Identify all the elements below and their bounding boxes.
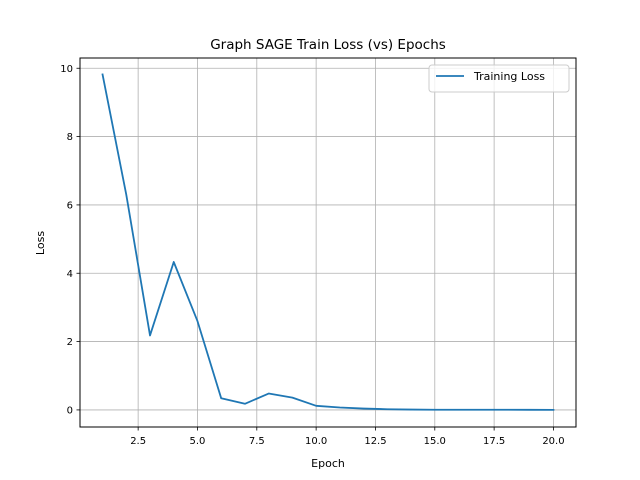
x-tick-label: 17.5: [483, 436, 505, 447]
plot-frame: [79, 57, 577, 428]
x-axis-label: Epoch: [311, 457, 345, 470]
x-tick-label: 12.5: [364, 436, 386, 447]
x-tick-label: 7.5: [249, 436, 265, 447]
x-tick-label: 2.5: [130, 436, 146, 447]
x-tick-label: 20.0: [542, 436, 564, 447]
series-layer: [101, 73, 555, 411]
x-axis-ticks: 2.5 5.0 7.5 10.0 12.5 15.0 17.5 20.0: [130, 427, 565, 447]
y-tick-label: 10: [60, 64, 73, 75]
y-tick-label: 6: [67, 200, 73, 211]
grid-lines: [80, 58, 576, 427]
legend-box: [428, 64, 570, 93]
y-tick-label: 2: [67, 337, 73, 348]
y-axis-ticks: 0 2 4 6 8 10: [60, 64, 80, 416]
x-tick-label: 15.0: [424, 436, 446, 447]
chart-title: Graph SAGE Train Loss (vs) Epochs: [210, 37, 446, 53]
legend: Training Loss: [428, 64, 570, 93]
x-tick-label: 5.0: [190, 436, 206, 447]
x-tick-label: 10.0: [305, 436, 327, 447]
legend-label-training-loss: Training Loss: [473, 70, 545, 83]
series-line-training-loss: [101, 73, 555, 411]
y-axis-label: Loss: [34, 231, 47, 255]
y-tick-label: 4: [67, 269, 73, 280]
y-tick-label: 0: [67, 405, 73, 416]
y-tick-label: 8: [67, 132, 73, 143]
